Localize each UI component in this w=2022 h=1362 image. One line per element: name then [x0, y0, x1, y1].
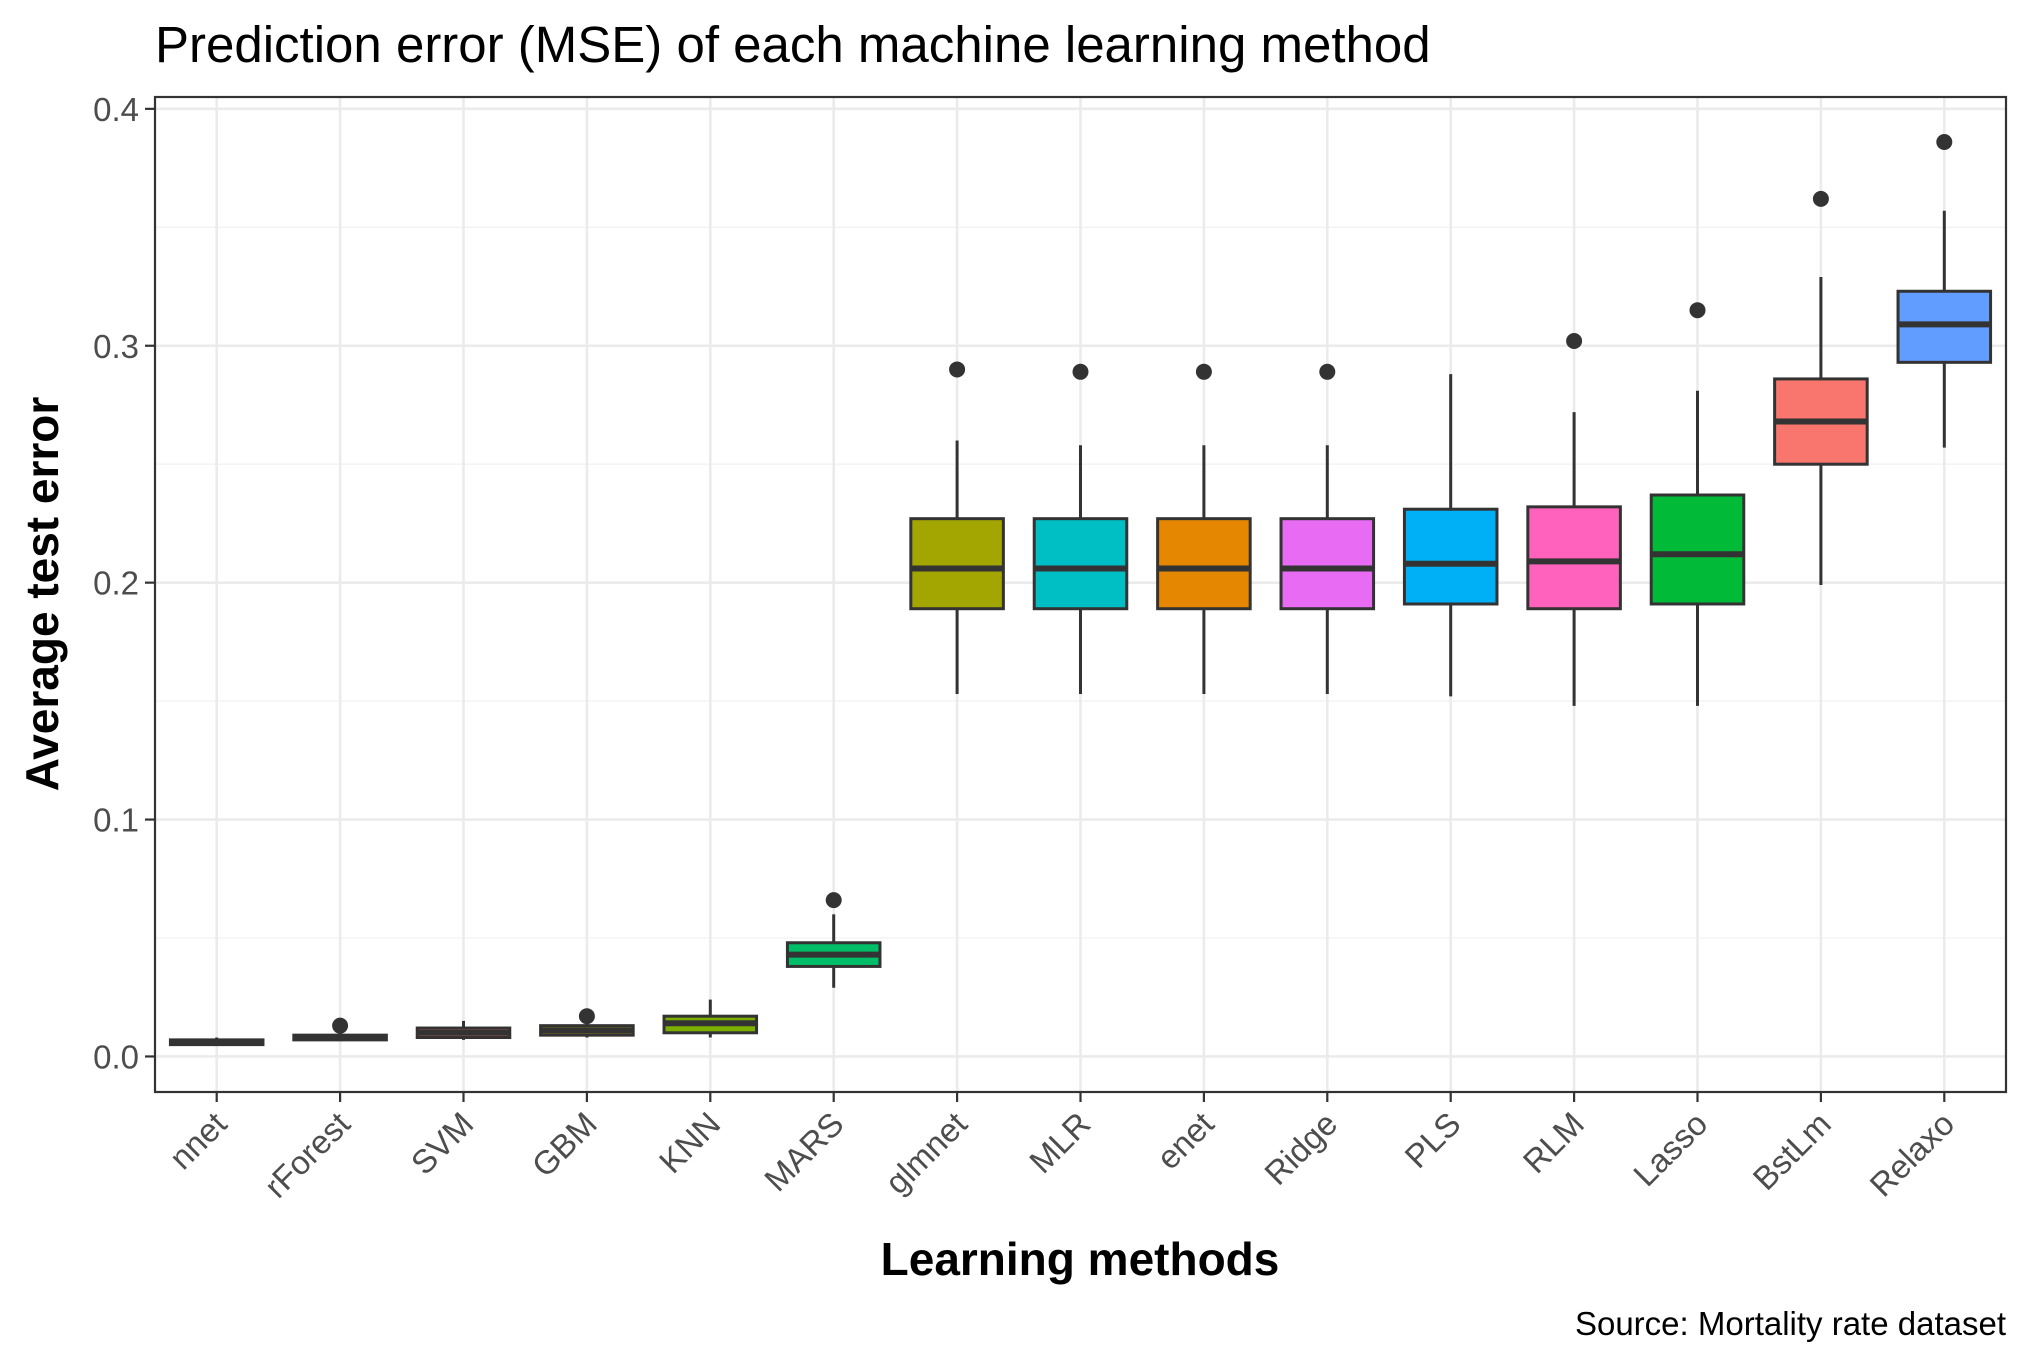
outlier-point	[825, 892, 842, 909]
outlier-point	[1072, 363, 1089, 380]
y-tick-label: 0.4	[93, 91, 139, 128]
x-axis: nnet rForest SVM GBM KNN MARS glmnet MLR enet Rid…	[162, 1092, 1961, 1205]
box-iqr	[1032, 517, 1129, 611]
box-ridge	[1279, 363, 1376, 694]
x-tick-label: MARS	[757, 1105, 851, 1199]
box-layer	[168, 134, 1993, 1047]
y-axis-title: Average test error	[16, 397, 68, 792]
box-lasso	[1649, 302, 1746, 706]
box-svm	[415, 1020, 512, 1040]
x-tick-label: KNN	[652, 1105, 727, 1180]
box-rlm	[1526, 333, 1622, 706]
x-axis-title: Learning methods	[881, 1233, 1280, 1285]
box-pls	[1402, 374, 1499, 697]
outlier-point	[332, 1017, 349, 1034]
x-tick-label: nnet	[162, 1105, 234, 1177]
x-tick-label: BstLm	[1746, 1105, 1838, 1197]
box-glmnet	[909, 361, 1005, 694]
box-iqr	[1649, 493, 1746, 606]
chart-caption: Source: Mortality rate dataset	[1575, 1305, 2006, 1342]
outlier-point	[1812, 190, 1829, 207]
x-tick-label: RLM	[1516, 1105, 1591, 1180]
box-iqr	[1279, 517, 1376, 611]
outlier-point	[1689, 302, 1706, 319]
box-iqr	[1526, 505, 1622, 611]
box-mars	[785, 892, 882, 988]
outlier-point	[1319, 363, 1336, 380]
chart-title: Prediction error (MSE) of each machine l…	[155, 16, 1431, 73]
box-rforest	[292, 1017, 388, 1042]
x-tick-label: GBM	[525, 1105, 604, 1184]
box-relaxo	[1896, 134, 1993, 448]
x-tick-label: Relaxo	[1862, 1105, 1961, 1204]
x-tick-label: Ridge	[1257, 1105, 1344, 1192]
box-gbm	[539, 1008, 635, 1038]
outlier-point	[1936, 134, 1953, 151]
y-tick-label: 0.1	[93, 802, 139, 839]
x-tick-label: PLS	[1397, 1105, 1467, 1175]
box-nnet	[168, 1037, 265, 1047]
box-bstlm	[1773, 190, 1869, 586]
x-tick-label: enet	[1149, 1105, 1221, 1177]
x-tick-label: rForest	[257, 1105, 357, 1205]
x-tick-label: SVM	[404, 1105, 481, 1182]
box-knn	[662, 999, 759, 1038]
outlier-point	[578, 1008, 595, 1025]
x-tick-label: Lasso	[1626, 1105, 1714, 1193]
box-mlr	[1032, 363, 1129, 694]
box-iqr	[1402, 507, 1499, 606]
x-tick-label: MLR	[1022, 1105, 1097, 1180]
box-iqr	[909, 517, 1005, 611]
y-tick-label: 0.0	[93, 1038, 139, 1075]
outlier-point	[1195, 363, 1212, 380]
y-tick-label: 0.2	[93, 565, 139, 602]
box-iqr	[1156, 517, 1252, 611]
x-tick-label: glmnet	[878, 1105, 974, 1201]
y-axis: 0.0 0.1 0.2 0.3 0.4	[93, 91, 155, 1075]
box-enet	[1156, 363, 1252, 694]
outlier-point	[949, 361, 966, 378]
outlier-point	[1566, 333, 1583, 350]
y-tick-label: 0.3	[93, 328, 139, 365]
